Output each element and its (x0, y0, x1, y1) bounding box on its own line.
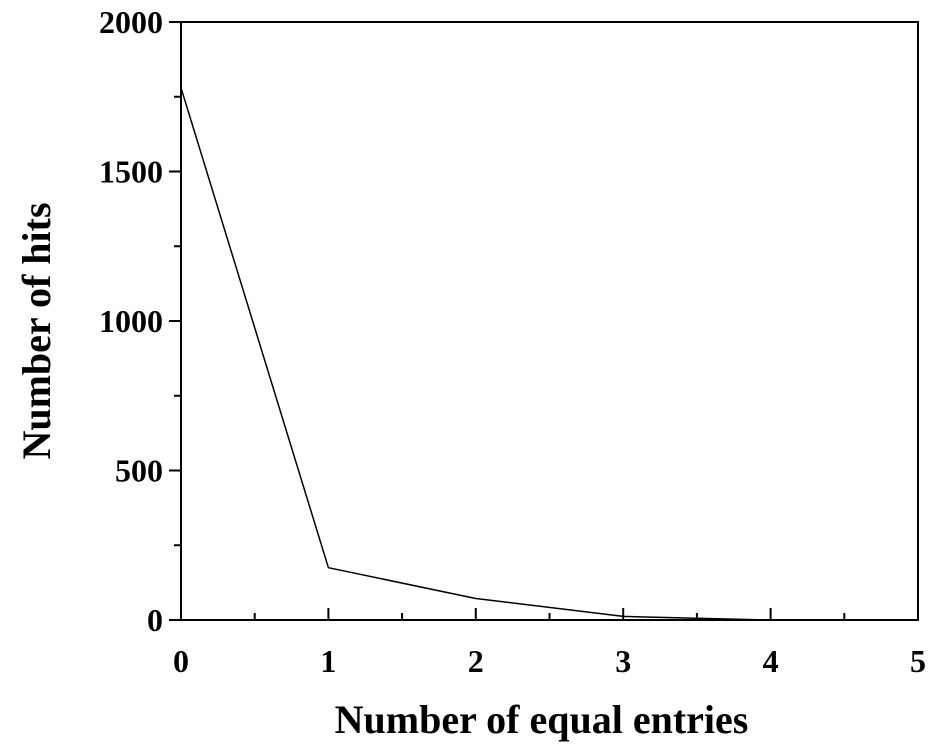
y-tick-label: 1000 (99, 303, 163, 339)
x-axis-label: Number of equal entries (335, 697, 749, 742)
x-tick-label: 5 (910, 643, 926, 679)
x-tick-label: 4 (763, 643, 779, 679)
x-tick-label: 3 (615, 643, 631, 679)
y-axis-label: Number of hits (14, 202, 59, 459)
x-tick-label: 2 (468, 643, 484, 679)
y-tick-label: 0 (147, 602, 163, 638)
x-tick-label: 0 (173, 643, 189, 679)
tick-labels: 0 1 2 3 4 5 0 500 1000 1500 2000 (99, 4, 926, 679)
x-tick-label: 1 (320, 643, 336, 679)
y-tick-label: 1500 (99, 154, 163, 190)
y-tick-label: 2000 (99, 4, 163, 40)
tick-marks (169, 22, 918, 620)
series-line (181, 88, 771, 620)
y-tick-label: 500 (115, 453, 163, 489)
series-layer (181, 88, 771, 620)
plot-frame (181, 22, 918, 620)
